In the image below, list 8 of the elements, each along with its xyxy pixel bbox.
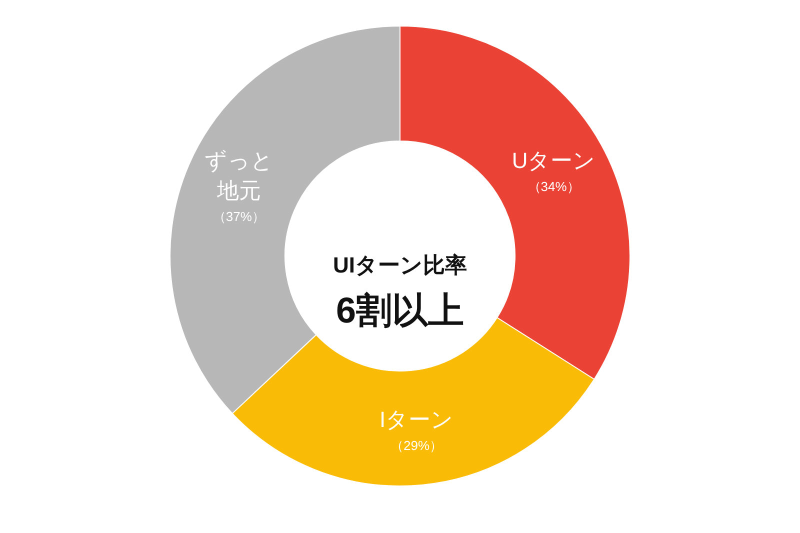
data-label: （34%）: [528, 178, 580, 194]
slice-label: Iターン: [379, 407, 454, 432]
data-label: （29%）: [390, 438, 443, 454]
text: UIターン比率: [333, 252, 467, 278]
data-label: （37%）: [212, 208, 265, 224]
slice-label: ずっと地元: [204, 148, 274, 203]
slice-label: Uターン: [512, 148, 596, 173]
text: 6割以上: [336, 290, 464, 330]
